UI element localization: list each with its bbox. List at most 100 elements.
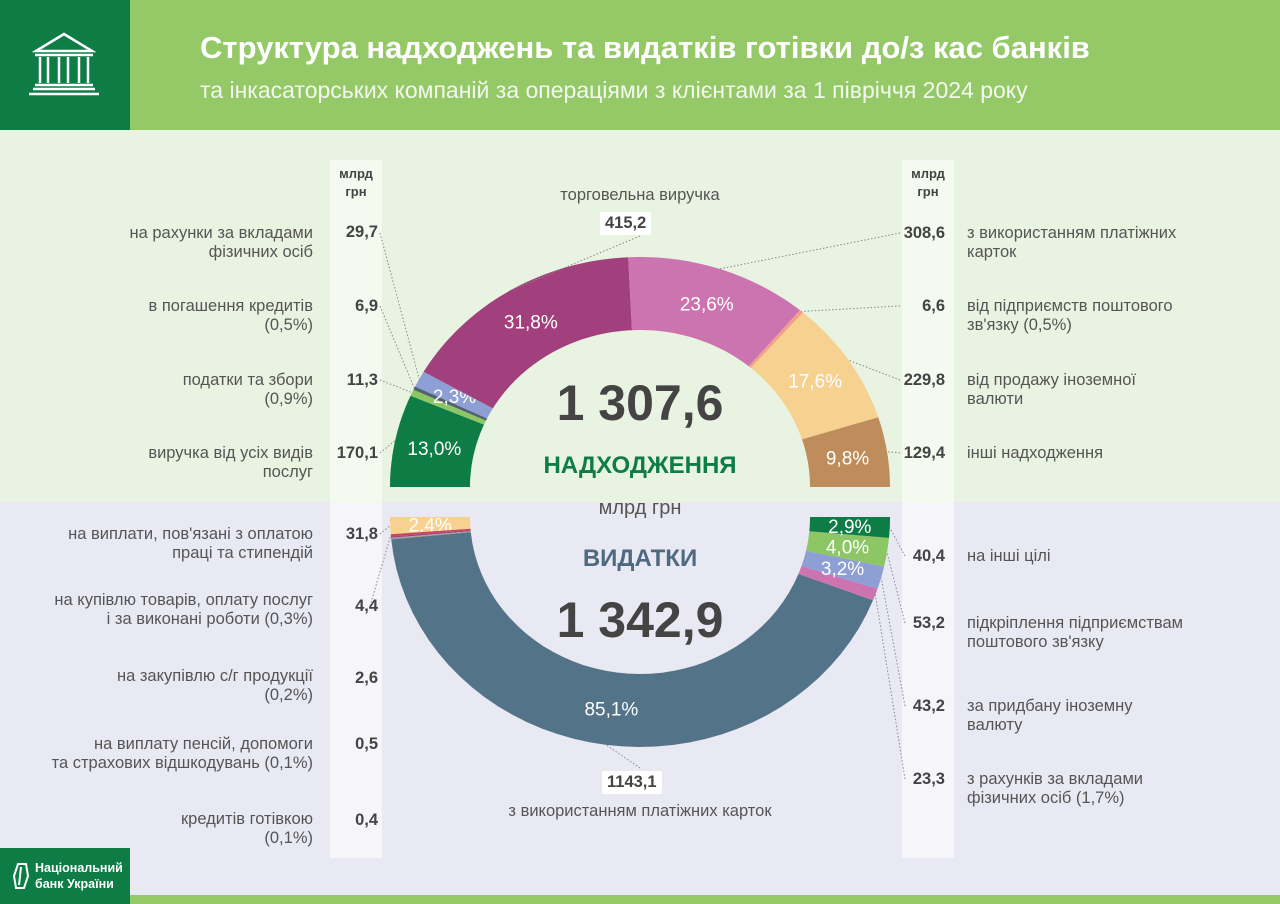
expense-value-goods: 4,4	[355, 597, 378, 615]
income-label-deposits: на рахунки за вкладами фізичних осіб	[129, 224, 313, 261]
expense-value-postal: 53,2	[912, 614, 945, 632]
expense-total: 1 342,9	[556, 592, 724, 648]
expense-segment-6	[798, 566, 878, 601]
page-subtitle: та інкасаторських компаній за операціями…	[200, 77, 1028, 103]
expense-segment-1	[390, 528, 471, 537]
income-percent-label-0: 13,0%	[407, 439, 461, 460]
expense-label-fx: за придбану іноземну валюту	[967, 697, 1133, 734]
expense-segment-3	[391, 531, 471, 539]
income-title: НАДХОДЖЕННЯ	[543, 452, 737, 479]
leader-line	[379, 379, 413, 394]
nbu-logo: Національний банк України	[0, 848, 130, 904]
leader-line	[874, 594, 906, 780]
leader-line	[379, 232, 420, 380]
leader-line	[880, 577, 906, 707]
leader-line	[605, 744, 641, 769]
leader-line	[719, 232, 901, 270]
bank-building-icon	[29, 32, 99, 96]
income-segment-1	[410, 389, 486, 425]
income-label-trade: торговельна виручка	[560, 186, 720, 204]
income-percent-label-5: 23,6%	[680, 295, 734, 316]
expense-segment-4	[391, 531, 471, 540]
footer-strip	[130, 895, 1280, 904]
expense-value-credits: 0,4	[355, 811, 378, 829]
header: Структура надходжень та видатків готівки…	[0, 0, 1280, 130]
nbu-brand-text: Національний банк України	[35, 861, 123, 891]
expense-label-agri: на закупівлю с/г продукції (0,2%)	[116, 667, 313, 704]
expense-label-other: на інші цілі	[967, 547, 1051, 565]
nbu-emblem-icon	[13, 863, 29, 889]
income-segment-3	[415, 371, 493, 419]
unit-label-right: млрд грн	[911, 166, 945, 199]
leader-line	[379, 525, 391, 535]
income-value-fx: 229,8	[903, 371, 945, 389]
income-segment-4	[423, 257, 632, 409]
expense-label-cards: з використанням платіжних карток	[508, 802, 772, 820]
income-segment-6	[748, 310, 803, 368]
leader-line	[369, 535, 392, 607]
income-total: 1 307,6	[556, 375, 724, 431]
income-label-cards: з використанням платіжних карток	[967, 224, 1177, 261]
expense-value-fx: 43,2	[912, 697, 945, 715]
income-label-credits: в погашення кредитів (0,5%)	[148, 297, 314, 334]
leader-line	[379, 439, 396, 454]
income-segment-0	[390, 395, 484, 487]
income-segment-2	[413, 386, 488, 421]
income-value-other: 129,4	[903, 444, 945, 462]
expense-segment-9	[809, 517, 890, 538]
leader-line	[886, 552, 906, 624]
expense-label-postal: підкріплення підприємствам поштового зв'…	[967, 614, 1183, 651]
income-value-trade: 415,2	[600, 212, 652, 235]
expense-label-pensions: на виплату пенсій, допомоги та страхових…	[51, 735, 313, 772]
expense-label-wages: на виплати, пов'язані з оплатою праці та…	[68, 525, 313, 562]
expense-segment-8	[806, 531, 889, 567]
leader-line	[886, 451, 901, 454]
income-value-services: 170,1	[336, 444, 378, 462]
leader-line	[889, 527, 906, 557]
expense-value-cards: 1143,1	[602, 771, 662, 794]
leader-line	[379, 305, 415, 389]
expense-segment-0	[390, 517, 471, 535]
page-title: Структура надходжень та видатків готівки…	[200, 30, 1090, 65]
expense-label-deposits: з рахунків за вкладами фізичних осіб (1,…	[967, 770, 1144, 807]
income-segment-7	[750, 312, 879, 440]
unit-caption: млрд грн	[598, 497, 682, 519]
income-label-other: інші надходження	[967, 444, 1104, 462]
expense-value-wages: 31,8	[345, 525, 378, 543]
expense-segment-2	[390, 530, 471, 538]
leader-line	[801, 305, 901, 312]
income-segment-5	[628, 257, 800, 367]
income-value-taxes: 11,3	[346, 371, 378, 389]
expense-value-other: 40,4	[912, 547, 945, 565]
expense-value-deposits: 23,3	[912, 770, 945, 788]
income-segment-8	[802, 417, 890, 487]
income-percent-label-8: 9,8%	[826, 448, 869, 469]
income-label-taxes: податки та збори (0,9%)	[182, 371, 313, 408]
income-percent-label-7: 17,6%	[788, 371, 842, 392]
leader-line	[848, 359, 901, 381]
unit-label-left: млрд грн	[339, 166, 373, 199]
income-label-services: виручка від усіх видів послуг	[148, 444, 313, 481]
income-value-credits: 6,9	[355, 297, 378, 315]
income-percent-label-4: 31,8%	[504, 313, 558, 334]
expense-percent-label-8: 4,0%	[826, 538, 869, 559]
header-logo-box	[0, 0, 130, 130]
income-value-postal: 6,6	[922, 297, 945, 315]
expense-percent-label-9: 2,9%	[828, 517, 871, 538]
expense-label-credits: кредитів готівкою (0,1%)	[180, 810, 313, 847]
expense-percent-label-5: 85,1%	[584, 700, 638, 721]
expense-segment-5	[391, 532, 873, 747]
expense-label-goods: на купівлю товарів, оплату послуг і за в…	[54, 591, 313, 628]
expense-percent-label-7: 3,2%	[821, 559, 864, 580]
expense-value-agri: 2,6	[355, 669, 378, 687]
leader-line	[509, 235, 641, 291]
income-label-fx: від продажу іноземної валюти	[967, 371, 1136, 408]
left-value-column	[330, 160, 382, 858]
right-value-column	[902, 160, 954, 858]
income-value-cards: 308,6	[903, 224, 945, 242]
expense-value-pensions: 0,5	[355, 735, 378, 753]
income-label-postal: від підприємств поштового зв'язку (0,5%)	[967, 297, 1173, 334]
expense-title: ВИДАТКИ	[582, 545, 698, 572]
income-value-deposits: 29,7	[345, 223, 378, 241]
